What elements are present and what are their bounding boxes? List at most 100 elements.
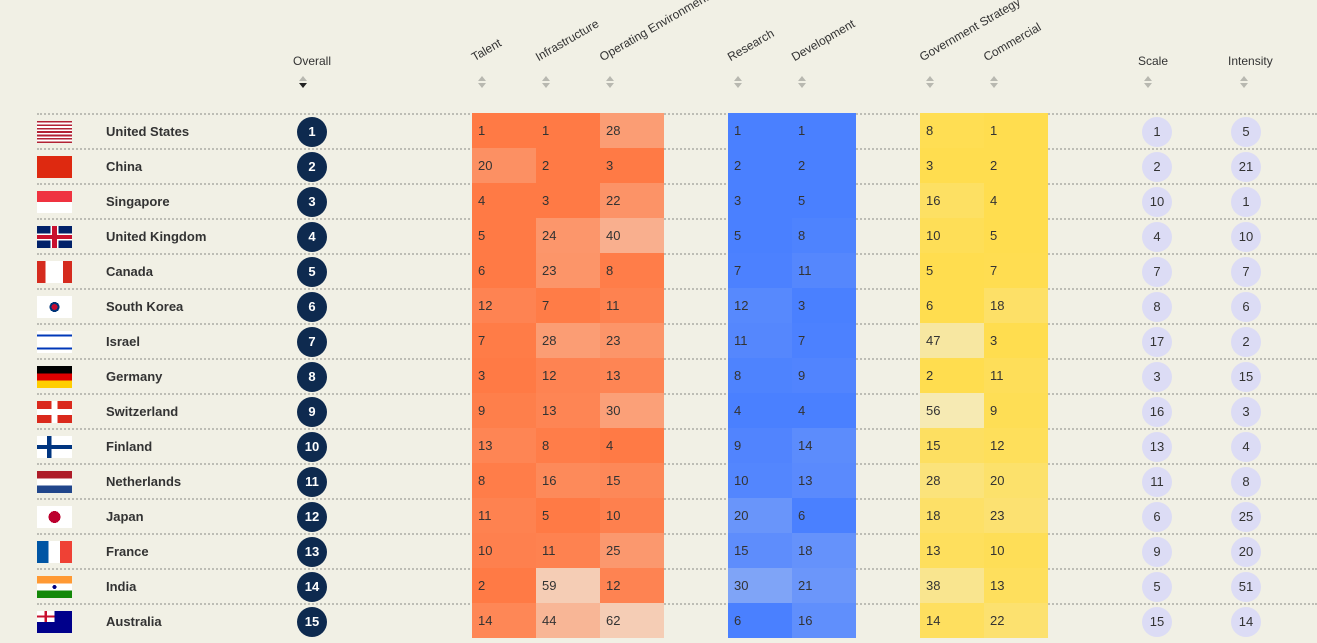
flag-icon-fr — [37, 541, 72, 563]
header-development[interactable]: Development — [789, 16, 858, 64]
sort-toggle[interactable] — [926, 76, 934, 88]
country-name[interactable]: Finland — [106, 439, 153, 454]
country-name[interactable]: Japan — [106, 509, 144, 524]
table-row[interactable]: United States 1 1 1 28 1 1 8 1 1 5 — [37, 113, 1317, 148]
score-commercial: 22 — [984, 603, 1048, 638]
sort-toggle[interactable] — [299, 76, 307, 88]
table-row[interactable]: France 13 10 11 25 15 18 13 10 9 20 — [37, 533, 1317, 568]
header-operating-environment[interactable]: Operating Environment — [597, 0, 711, 65]
sort-toggle[interactable] — [1144, 76, 1152, 88]
score-talent: 12 — [472, 288, 536, 323]
header-intensity[interactable]: Intensity — [1228, 54, 1273, 68]
sort-toggle[interactable] — [542, 76, 550, 88]
header-talent[interactable]: Talent — [469, 35, 504, 64]
score-development: 16 — [792, 603, 856, 638]
score-development: 14 — [792, 428, 856, 463]
country-name[interactable]: Israel — [106, 334, 140, 349]
overall-rank-badge: 10 — [297, 432, 327, 462]
country-name[interactable]: United States — [106, 124, 190, 139]
table-row[interactable]: India 14 2 59 12 30 21 38 13 5 51 — [37, 568, 1317, 603]
country-name[interactable]: South Korea — [106, 299, 184, 314]
sort-toggle[interactable] — [606, 76, 614, 88]
sort-down-icon — [1240, 83, 1248, 88]
header-commercial[interactable]: Commercial — [981, 19, 1044, 64]
table-row[interactable]: Israel 7 7 28 23 11 7 47 3 17 2 — [37, 323, 1317, 358]
sort-toggle[interactable] — [1240, 76, 1248, 88]
scale-rank: 10 — [1142, 187, 1172, 217]
score-development: 5 — [792, 183, 856, 218]
score-commercial: 10 — [984, 533, 1048, 568]
sort-up-icon — [542, 76, 550, 81]
country-name[interactable]: Germany — [106, 369, 163, 384]
intensity-rank: 15 — [1231, 362, 1261, 392]
table-row[interactable]: Singapore 3 4 3 22 3 5 16 4 10 1 — [37, 183, 1317, 218]
flag-icon-gb — [37, 226, 72, 248]
scale-rank: 15 — [1142, 607, 1172, 637]
overall-rank-badge: 4 — [297, 222, 327, 252]
score-talent: 11 — [472, 498, 536, 533]
country-name[interactable]: China — [106, 159, 143, 174]
table-row[interactable]: Japan 12 11 5 10 20 6 18 23 6 25 — [37, 498, 1317, 533]
scale-rank: 9 — [1142, 537, 1172, 567]
table-row[interactable]: Netherlands 11 8 16 15 10 13 28 20 11 8 — [37, 463, 1317, 498]
score-research: 12 — [728, 288, 792, 323]
score-infrastructure: 3 — [536, 183, 600, 218]
table-row[interactable]: Canada 5 6 23 8 7 11 5 7 7 7 — [37, 253, 1317, 288]
score-operating-environment: 28 — [600, 113, 664, 148]
sort-up-icon — [1240, 76, 1248, 81]
score-development: 7 — [792, 323, 856, 358]
table-row[interactable]: United Kingdom 4 5 24 40 5 8 10 5 4 10 — [37, 218, 1317, 253]
score-commercial: 13 — [984, 568, 1048, 603]
score-infrastructure: 24 — [536, 218, 600, 253]
flag-icon-in — [37, 576, 72, 598]
intensity-rank: 2 — [1231, 327, 1261, 357]
scale-rank: 7 — [1142, 257, 1172, 287]
table-row[interactable]: China 2 20 2 3 2 2 3 2 2 21 — [37, 148, 1317, 183]
overall-rank-badge: 2 — [297, 152, 327, 182]
score-commercial: 1 — [984, 113, 1048, 148]
sort-toggle[interactable] — [734, 76, 742, 88]
sort-down-icon — [606, 83, 614, 88]
scale-rank: 16 — [1142, 397, 1172, 427]
header-government-strategy[interactable]: Government Strategy — [917, 0, 1023, 65]
score-research: 30 — [728, 568, 792, 603]
header-scale[interactable]: Scale — [1138, 54, 1169, 68]
sort-down-icon — [926, 83, 934, 88]
score-operating-environment: 4 — [600, 428, 664, 463]
country-name[interactable]: Singapore — [106, 194, 170, 209]
score-government-strategy: 47 — [920, 323, 984, 358]
table-row[interactable]: Germany 8 3 12 13 8 9 2 11 3 15 — [37, 358, 1317, 393]
score-development: 1 — [792, 113, 856, 148]
header-research[interactable]: Research — [725, 26, 777, 64]
country-name[interactable]: Switzerland — [106, 404, 179, 419]
country-name[interactable]: India — [106, 579, 137, 594]
sort-up-icon — [990, 76, 998, 81]
score-operating-environment: 10 — [600, 498, 664, 533]
sort-down-icon — [478, 83, 486, 88]
score-talent: 8 — [472, 463, 536, 498]
country-name[interactable]: Netherlands — [106, 474, 182, 489]
country-name[interactable]: France — [106, 544, 149, 559]
country-name[interactable]: Canada — [106, 264, 153, 279]
table-row[interactable]: Finland 10 13 8 4 9 14 15 12 13 4 — [37, 428, 1317, 463]
table-row[interactable]: South Korea 6 12 7 11 12 3 6 18 8 6 — [37, 288, 1317, 323]
header-infrastructure[interactable]: Infrastructure — [533, 16, 602, 64]
overall-rank-badge: 15 — [297, 607, 327, 637]
sort-toggle[interactable] — [798, 76, 806, 88]
score-talent: 14 — [472, 603, 536, 638]
score-government-strategy: 15 — [920, 428, 984, 463]
country-name[interactable]: United Kingdom — [106, 229, 207, 244]
intensity-rank: 7 — [1231, 257, 1261, 287]
sort-toggle[interactable] — [478, 76, 486, 88]
sort-toggle[interactable] — [990, 76, 998, 88]
overall-rank-badge: 8 — [297, 362, 327, 392]
table-row[interactable]: Switzerland 9 9 13 30 4 4 56 9 16 3 — [37, 393, 1317, 428]
table-row[interactable]: Australia 15 14 44 62 6 16 14 22 15 14 — [37, 603, 1317, 638]
intensity-rank: 4 — [1231, 432, 1261, 462]
score-development: 9 — [792, 358, 856, 393]
intensity-rank: 3 — [1231, 397, 1261, 427]
scale-rank: 8 — [1142, 292, 1172, 322]
country-name[interactable]: Australia — [106, 614, 162, 629]
header-overall[interactable]: Overall — [293, 54, 332, 68]
sort-up-icon — [478, 76, 486, 81]
